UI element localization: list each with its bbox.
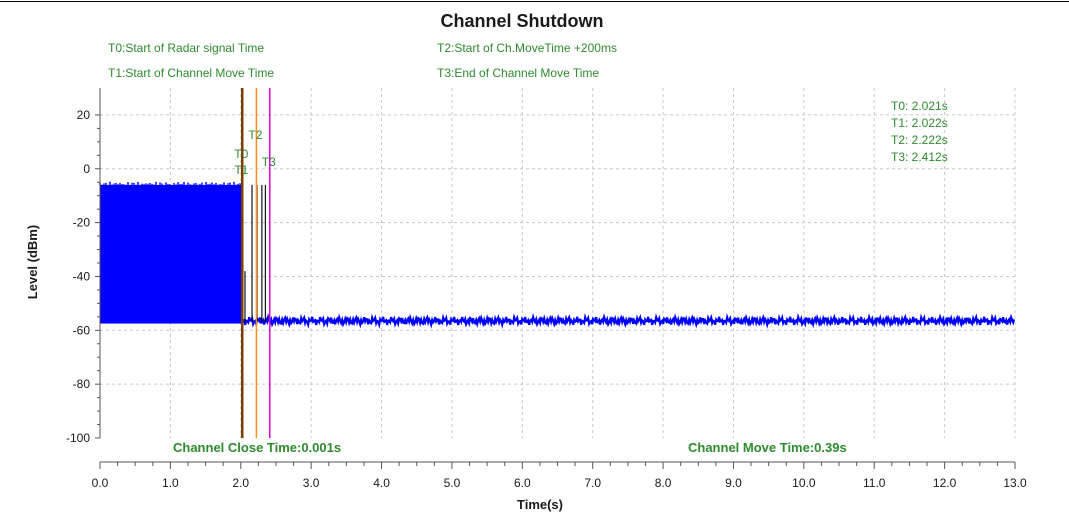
marker-label-t1: T1 [234,163,248,177]
signal-series [99,181,1016,330]
x-tick-label: 1.0 [162,476,179,490]
y-axis-label: Level (dBm) [25,225,40,299]
x-tick-label: 11.0 [863,476,886,490]
x-tick-label: 7.0 [584,476,601,490]
channel-move-time: Channel Move Time:0.39s [688,440,847,455]
channel-close-time: Channel Close Time:0.001s [173,440,341,455]
readout-t0: T0: 2.021s [891,99,948,113]
legend-t2: T2:Start of Ch.MoveTime +200ms [437,41,617,55]
x-tick-label: 9.0 [725,476,742,490]
signal-active-edge [99,181,243,185]
x-tick-label: 3.0 [303,476,320,490]
x-axis-label: Time(s) [517,497,563,512]
x-tick-label: 10.0 [792,476,816,490]
y-tick-label: -80 [73,377,91,391]
readout-t1: T1: 2.022s [891,116,948,130]
y-tick-label: 0 [83,162,90,176]
legend-t1: T1:Start of Channel Move Time [108,66,274,80]
signal-active-block [100,184,243,324]
y-tick-label: -100 [66,431,90,445]
signal-noise-floor [241,312,1016,330]
marker-label-t2: T2 [248,128,262,142]
x-tick-label: 0.0 [92,476,109,490]
legend-t3: T3:End of Channel Move Time [437,66,599,80]
marker-label-t3: T3 [262,155,276,169]
x-tick-label: 13.0 [1003,476,1027,490]
marker-label-t0: T0 [234,147,248,161]
marker-readouts: T0: 2.021s T1: 2.022s T2: 2.222s T3: 2.4… [891,99,948,164]
y-tick-label: -40 [73,269,91,283]
x-tick-label: 12.0 [933,476,957,490]
y-tick-label: 20 [77,108,91,122]
chart-title: Channel Shutdown [441,11,604,31]
readout-t3: T3: 2.412s [891,150,948,164]
x-tick-label: 2.0 [232,476,249,490]
x-tick-label: 6.0 [514,476,531,490]
readout-t2: T2: 2.222s [891,133,948,147]
x-tick-label: 5.0 [444,476,461,490]
x-tick-label: 4.0 [373,476,390,490]
legend-t0: T0:Start of Radar signal Time [108,41,264,55]
y-tick-label: -20 [73,216,91,230]
y-tick-label: -60 [73,323,91,337]
axes: 20 0 -20 -40 -60 -80 -100 0.0 1.0 2.0 3.0 4.0 5.0 6.0… [66,88,1027,490]
x-tick-label: 8.0 [655,476,672,490]
